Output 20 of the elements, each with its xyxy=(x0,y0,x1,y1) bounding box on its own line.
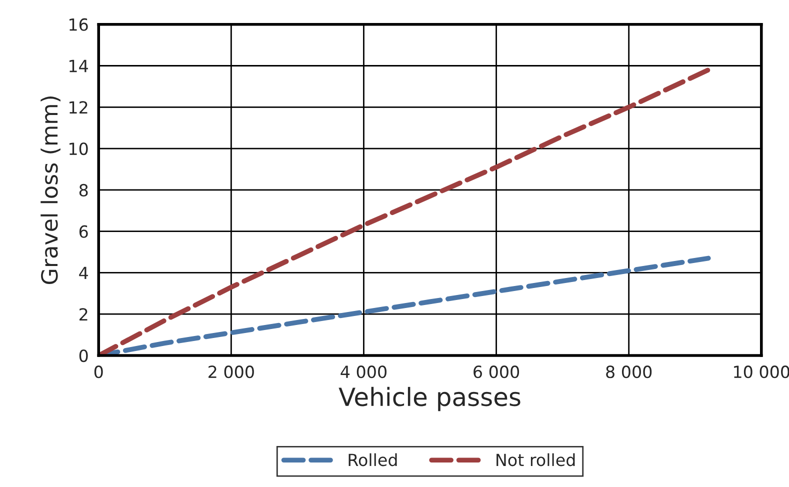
y-tick-label: 2 xyxy=(80,308,88,320)
y-tick-label: 14 xyxy=(70,60,88,72)
line-series xyxy=(98,67,711,356)
x-tick-label: 0 xyxy=(94,366,103,378)
y-tick-label: 6 xyxy=(79,225,88,238)
legend-label: Rolled xyxy=(348,453,397,466)
y-tick-label: 0 xyxy=(79,349,88,362)
legend-label: Not rolled xyxy=(496,453,575,466)
y-tick-label: 4 xyxy=(79,266,88,280)
y-tick-label: 10 xyxy=(70,142,88,156)
y-axis-title: Gravel loss (mm) xyxy=(40,96,60,284)
x-tick-label: 10 000 xyxy=(734,366,789,378)
y-tick-label: 8 xyxy=(79,184,88,196)
x-axis-title: Vehicle passes xyxy=(338,386,520,412)
x-tick-label: 6 000 xyxy=(474,366,520,378)
y-tick-label: 16 xyxy=(70,18,88,31)
x-tick-label: 4 000 xyxy=(340,366,386,378)
y-tick-label: 12 xyxy=(70,101,88,114)
x-tick-label: 2 000 xyxy=(208,366,254,378)
x-tick-label: 8 000 xyxy=(606,366,652,378)
